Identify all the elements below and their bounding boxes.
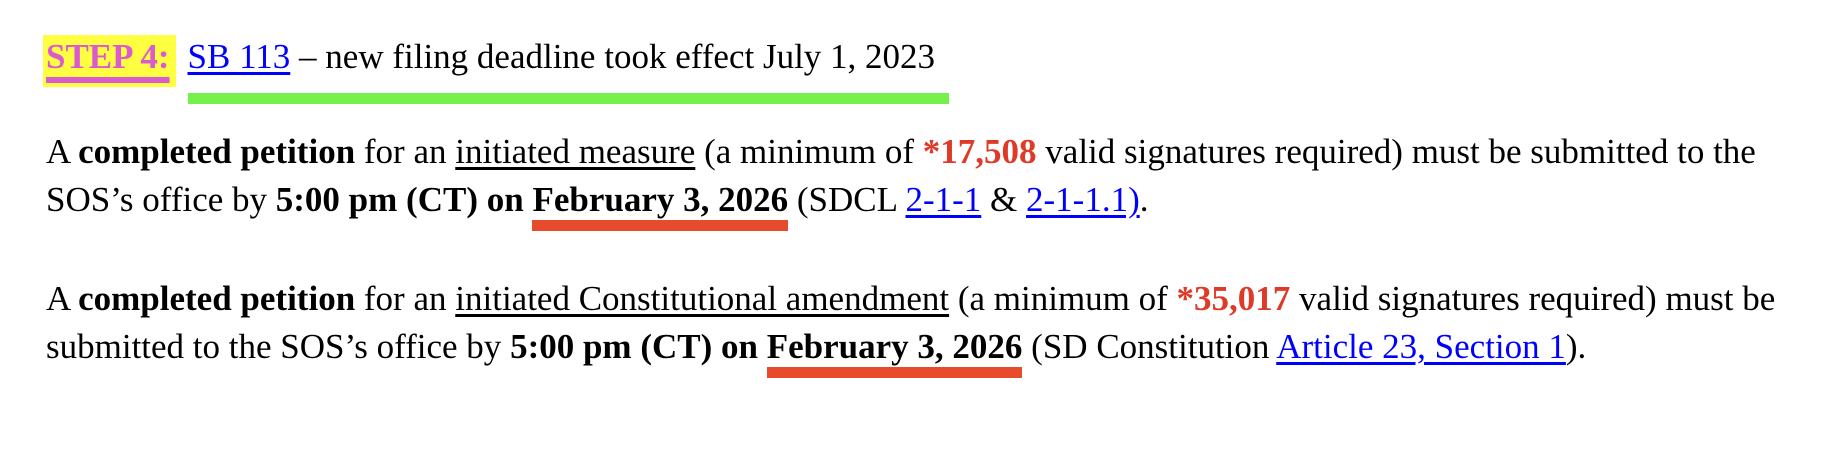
amendment-petition-paragraph: A completed petition for an initiated Co…: [46, 275, 1806, 378]
sdcl-2-1-1-link[interactable]: 2-1-1: [905, 180, 982, 219]
amendment-deadline-date: February 3, 2026: [766, 327, 1023, 378]
period-run: .: [1139, 180, 1149, 219]
measure-deadline-date: February 3, 2026: [532, 180, 789, 231]
text-run: A: [46, 132, 79, 171]
text-run: (a minimum of: [695, 132, 923, 171]
text-run: for an: [355, 132, 456, 171]
deadline-time-bold: 5:00 pm (CT) on: [275, 180, 533, 219]
article-23-section-1-link[interactable]: Article 23, Section 1: [1276, 327, 1566, 366]
title-green-underlined-section: SB 113 – new filing deadline took effect…: [187, 37, 950, 104]
period-run: ).: [1565, 327, 1587, 366]
sb-113-link[interactable]: SB 113: [187, 37, 291, 76]
text-run: (a minimum of: [949, 279, 1177, 318]
measure-signature-minimum: *17,508: [922, 132, 1037, 171]
sdcl-2-1-1-1-link[interactable]: 2-1-1.1): [1026, 180, 1140, 219]
text-run: valid signatures required) must be submi…: [46, 132, 1756, 219]
text-run: &: [981, 180, 1027, 219]
text-run: A: [46, 279, 79, 318]
initiated-measure-underlined: initiated measure: [455, 132, 696, 171]
document-content: STEP 4: SB 113 – new filing deadline took…: [43, 33, 1806, 378]
completed-petition-bold: completed petition: [78, 132, 356, 171]
title-tail-text: – new filing deadline took effect July 1…: [290, 37, 936, 76]
deadline-time-bold: 5:00 pm (CT) on: [510, 327, 767, 366]
text-run: (SD Constitution: [1022, 327, 1277, 366]
text-run: for an: [355, 279, 456, 318]
text-run: (SDCL: [788, 180, 906, 219]
step-4-heading: STEP 4: SB 113 – new filing deadline took…: [43, 33, 1806, 104]
step-4-label: STEP 4:: [43, 35, 176, 87]
completed-petition-bold: completed petition: [78, 279, 356, 318]
measure-petition-paragraph: A completed petition for an initiated me…: [46, 128, 1806, 231]
amendment-signature-minimum: *35,017: [1176, 279, 1291, 318]
initiated-constitutional-amendment-underlined: initiated Constitutional amendment: [455, 279, 950, 318]
text-run: valid signatures required) must be submi…: [46, 279, 1776, 366]
